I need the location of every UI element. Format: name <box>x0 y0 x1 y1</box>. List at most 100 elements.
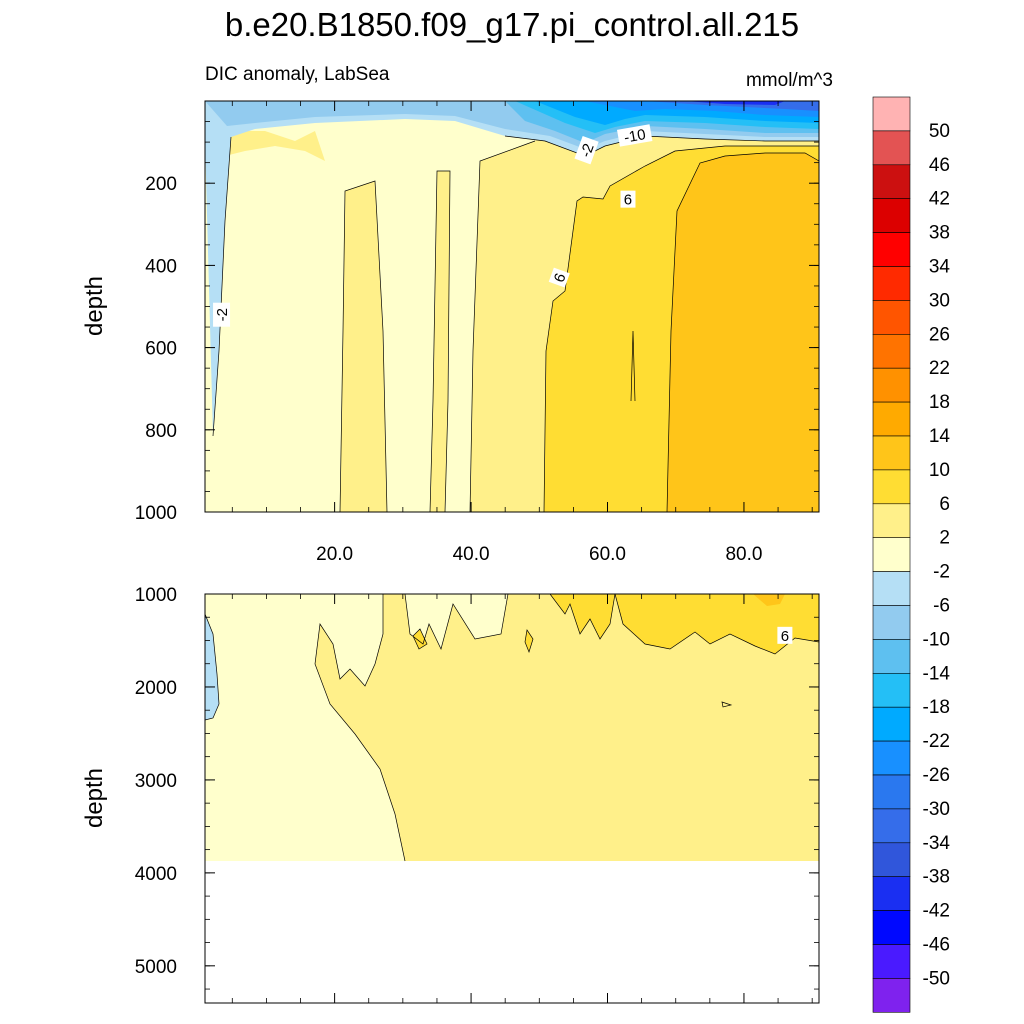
lower-plot-frame <box>204 593 820 1004</box>
lower-contour-label-bg <box>777 626 793 644</box>
upper-contour-label-bg <box>548 267 570 288</box>
colorbar-label: -38 <box>923 867 950 888</box>
xtick-label: 60.0 <box>589 544 626 565</box>
colorbar-label: -14 <box>923 663 951 684</box>
colorbar-box <box>872 232 911 267</box>
xtick-label: 80.0 <box>725 544 762 565</box>
lower-level-2-band <box>315 594 819 861</box>
upper-ytick-label: 400 <box>145 256 177 277</box>
lower-level-10-band <box>753 594 785 606</box>
colorbar-label: 42 <box>929 189 950 210</box>
colorbar-box <box>872 503 911 538</box>
x-tick-labels: 20.0 40.0 60.0 80.0 <box>316 544 762 565</box>
colorbar-box <box>872 333 911 369</box>
colorbar-label: -46 <box>923 935 950 956</box>
lower-ylabel: depth <box>81 768 108 828</box>
lower-contour-label-text: 6 <box>781 628 789 645</box>
lower-panel: 1000 2000 3000 4000 5000 6 depth <box>81 585 820 1004</box>
colorbar-label: 18 <box>929 392 950 413</box>
colorbar-label: 50 <box>929 121 950 142</box>
upper-contour-labels: -2 -2 -10 6 6 <box>213 124 653 327</box>
colorbar-label: -22 <box>923 731 950 752</box>
colorbar-box <box>872 367 911 403</box>
upper-contour-label-bg <box>213 302 231 327</box>
lower-plot-area <box>205 594 819 1003</box>
lower-level-6-band <box>550 594 819 654</box>
upper-contour-label-text: -2 <box>214 308 231 321</box>
upper-level-10-band <box>667 153 819 512</box>
colorbar-box <box>872 537 911 572</box>
upper-contour-label: 6 <box>548 267 570 288</box>
colorbar-box <box>872 130 911 166</box>
colorbar-box <box>872 401 911 437</box>
lower-ytick-label: 4000 <box>135 864 177 885</box>
colorbar-label: -26 <box>923 765 950 786</box>
colorbar-label: 34 <box>929 257 951 278</box>
colorbar-label: -42 <box>923 901 950 922</box>
colorbar-box <box>872 571 911 606</box>
lower-ytick-label: 3000 <box>135 771 177 792</box>
colorbar-box <box>872 164 911 200</box>
colorbar-label: -2 <box>933 562 950 583</box>
colorbar-box <box>872 876 911 911</box>
colorbar-box <box>872 435 911 471</box>
upper-panel: 200 400 600 800 1000 -2 -2 -10 6 6 depth <box>81 100 820 524</box>
colorbar-box <box>872 706 911 742</box>
colorbar-label: -30 <box>923 799 950 820</box>
colorbar-label: 10 <box>929 460 950 481</box>
upper-ylabel: depth <box>81 276 108 336</box>
colorbar-label: 38 <box>929 223 950 244</box>
colorbar-box <box>872 672 911 708</box>
colorbar-label: -18 <box>923 697 950 718</box>
upper-contour-label: -10 <box>616 124 653 147</box>
colorbar-label: -50 <box>923 968 950 989</box>
colorbar-box <box>872 605 911 640</box>
colorbar-box <box>872 266 911 301</box>
upper-contour-label: -2 <box>213 302 231 327</box>
colorbar-box <box>872 639 911 674</box>
lower-ytick-label: 2000 <box>135 678 177 699</box>
colorbar-box <box>872 96 911 132</box>
upper-ytick-label: 600 <box>145 339 177 360</box>
colorbar-label: -6 <box>933 596 950 617</box>
upper-contour-label-bg <box>574 135 599 165</box>
colorbar-box <box>872 978 911 1013</box>
colorbar-label: 30 <box>929 290 950 311</box>
upper-contour-label-text: 6 <box>624 192 632 209</box>
colorbar-box <box>872 944 911 979</box>
units-label: mmol/m^3 <box>746 70 833 91</box>
colorbar-label: 26 <box>929 324 950 345</box>
colorbar-label: 14 <box>929 426 951 447</box>
lower-contour-labels: 6 <box>777 626 793 645</box>
colorbar-label: 22 <box>929 358 950 379</box>
colorbar-box <box>872 740 911 776</box>
upper-contour-label: 6 <box>620 190 636 209</box>
xtick-label: 20.0 <box>316 544 353 565</box>
colorbar-label: -10 <box>923 629 950 650</box>
upper-ytick-label: 1000 <box>135 503 177 524</box>
colorbar: 50 46 42 38 34 30 26 22 18 14 10 6 2 -2 -6 -10 -14 -18 -22… <box>872 96 951 1013</box>
colorbar-label: 2 <box>939 528 950 549</box>
colorbar-box <box>872 910 911 945</box>
colorbar-box <box>872 808 911 844</box>
colorbar-label: 6 <box>939 494 950 515</box>
upper-contour-label-bg <box>620 190 636 208</box>
upper-ytick-label: 800 <box>145 421 177 442</box>
upper-axis-ticks: 200 400 600 800 1000 <box>135 100 819 524</box>
colorbar-box <box>872 198 911 233</box>
upper-contour-label-bg <box>616 124 653 147</box>
chart-title: b.e20.B1850.f09_g17.pi_control.all.215 <box>225 6 799 43</box>
upper-contour-label-text: -2 <box>577 141 598 159</box>
lower-ytick-label: 1000 <box>135 585 177 606</box>
lower-contour-lines <box>205 594 819 862</box>
lower-contour-label: 6 <box>777 626 793 645</box>
upper-contour-label-text: -10 <box>623 126 647 147</box>
chart-subtitle: DIC anomaly, LabSea <box>205 64 390 85</box>
xtick-label: 40.0 <box>453 544 490 565</box>
lower-ytick-label: 5000 <box>135 957 177 978</box>
colorbar-label: 46 <box>929 155 950 176</box>
upper-ytick-label: 200 <box>145 174 177 195</box>
colorbar-box <box>872 842 911 877</box>
colorbar-box <box>872 469 911 505</box>
